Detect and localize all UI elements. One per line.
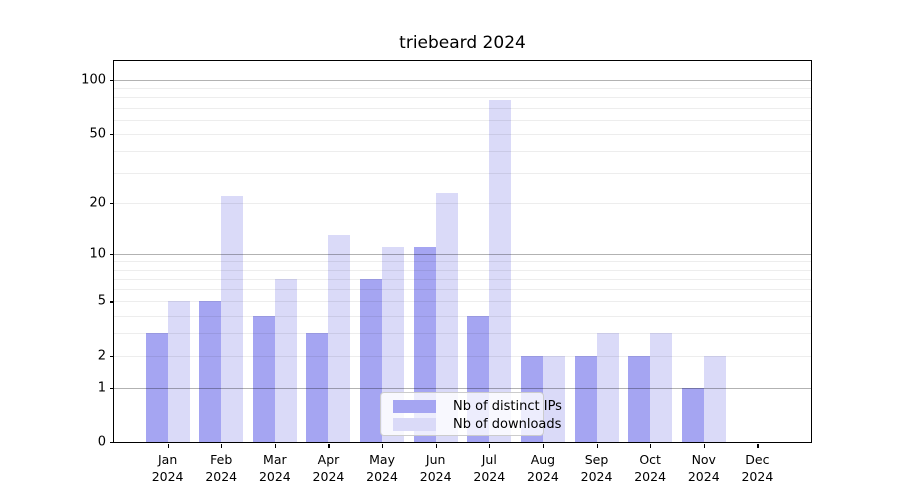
y-tick-label-1: 1 <box>97 380 106 396</box>
legend-row-distinct-ips: Nb of distinct IPs <box>393 397 562 415</box>
x-tick-mark-aug <box>542 443 545 448</box>
legend-swatch-distinct-ips <box>393 399 436 413</box>
y-tick-label-0: 0 <box>97 434 106 450</box>
x-tick-mark-feb <box>221 443 223 448</box>
x-tick-mark-sep <box>596 443 598 448</box>
legend: Nb of distinct IPs Nb of downloads <box>380 392 562 436</box>
bar-downloads-jun <box>435 192 458 442</box>
major-gridline-100 <box>114 80 811 82</box>
x-tick-mark-nov <box>703 443 705 448</box>
bar-downloads-nov <box>703 355 726 442</box>
x-tick-label-dec: Dec 2024 <box>741 452 774 484</box>
x-tick-label-mar: Mar 2024 <box>258 452 291 484</box>
x-tick-label-jan: Jan 2024 <box>151 452 184 484</box>
plot-area <box>114 61 811 442</box>
y-tick-mark-2 <box>110 355 114 358</box>
bar-distinct-ips-oct <box>628 355 651 442</box>
y-tick-mark-5 <box>110 301 114 303</box>
minor-gridline-20 <box>114 203 811 205</box>
x-tick-label-jul: Jul 2024 <box>473 452 506 484</box>
x-tick-mark-may <box>382 443 384 448</box>
x-tick-label-feb: Feb 2024 <box>205 452 238 484</box>
y-tick-label-100: 100 <box>81 72 106 88</box>
bar-downloads-jan <box>167 301 190 442</box>
bar-distinct-ips-apr <box>306 333 329 442</box>
x-tick-label-nov: Nov 2024 <box>687 452 720 484</box>
minor-gridline-4 <box>114 315 811 317</box>
minor-gridline-2 <box>114 355 811 357</box>
bar-distinct-ips-mar <box>252 315 275 442</box>
bar-downloads-mar <box>274 278 297 442</box>
chart-title: triebeard 2024 <box>399 33 526 53</box>
bar-downloads-oct <box>650 333 673 442</box>
minor-gridline-8 <box>114 269 811 271</box>
minor-gridline-40 <box>114 150 811 152</box>
bar-downloads-apr <box>328 235 351 442</box>
x-tick-mark-dec <box>757 443 759 448</box>
bar-distinct-ips-may <box>360 278 383 442</box>
x-tick-mark-jun <box>435 443 437 448</box>
bar-downloads-aug <box>542 355 565 442</box>
x-tick-mark-jan <box>167 443 169 448</box>
x-tick-label-may: May 2024 <box>366 452 398 484</box>
minor-gridline-90 <box>114 88 811 90</box>
bar-downloads-feb <box>221 196 244 442</box>
major-gridline-10 <box>114 253 811 255</box>
bar-downloads-sep <box>596 333 619 442</box>
y-tick-mark-100 <box>110 80 114 82</box>
legend-label-downloads: Nb of downloads <box>453 416 562 432</box>
minor-gridline-50 <box>114 133 811 135</box>
x-tick-label-sep: Sep 2024 <box>580 452 613 484</box>
x-tick-label-aug: Aug 2024 <box>527 452 559 484</box>
x-tick-label-apr: Apr 2024 <box>312 452 345 484</box>
legend-swatch-downloads <box>393 417 436 431</box>
y-tick-mark-50 <box>110 133 114 135</box>
minor-gridline-7 <box>114 278 811 280</box>
major-gridline-1 <box>114 387 811 389</box>
x-tick-mark-jul <box>489 443 491 448</box>
y-tick-mark-10 <box>110 253 114 256</box>
y-tick-label-5: 5 <box>97 293 106 309</box>
bar-distinct-ips-sep <box>574 355 597 442</box>
y-tick-mark-20 <box>110 203 114 205</box>
minor-gridline-6 <box>114 289 811 291</box>
bar-distinct-ips-feb <box>199 301 222 442</box>
bar-downloads-jul <box>489 100 512 442</box>
minor-gridline-9 <box>114 261 811 263</box>
legend-label-distinct-ips: Nb of distinct IPs <box>453 398 562 414</box>
y-tick-mark-1 <box>110 387 114 389</box>
y-tick-label-20: 20 <box>89 195 106 211</box>
y-tick-label-50: 50 <box>89 126 106 142</box>
bar-distinct-ips-jan <box>145 333 168 442</box>
minor-gridline-80 <box>114 97 811 99</box>
minor-gridline-70 <box>114 107 811 109</box>
x-tick-mark-mar <box>274 443 277 448</box>
y-tick-label-2: 2 <box>97 348 106 364</box>
y-tick-label-10: 10 <box>89 246 106 262</box>
legend-row-downloads: Nb of downloads <box>393 415 561 433</box>
minor-gridline-30 <box>114 172 811 174</box>
y-tick-mark-0 <box>110 442 114 444</box>
x-tick-mark-apr <box>328 443 330 448</box>
minor-gridline-60 <box>114 119 811 121</box>
bar-distinct-ips-nov <box>681 387 704 442</box>
x-tick-label-jun: Jun 2024 <box>419 452 452 484</box>
x-tick-mark-oct <box>650 443 652 448</box>
x-tick-label-oct: Oct 2024 <box>634 452 667 484</box>
minor-gridline-3 <box>114 333 811 335</box>
minor-gridline-5 <box>114 301 811 303</box>
